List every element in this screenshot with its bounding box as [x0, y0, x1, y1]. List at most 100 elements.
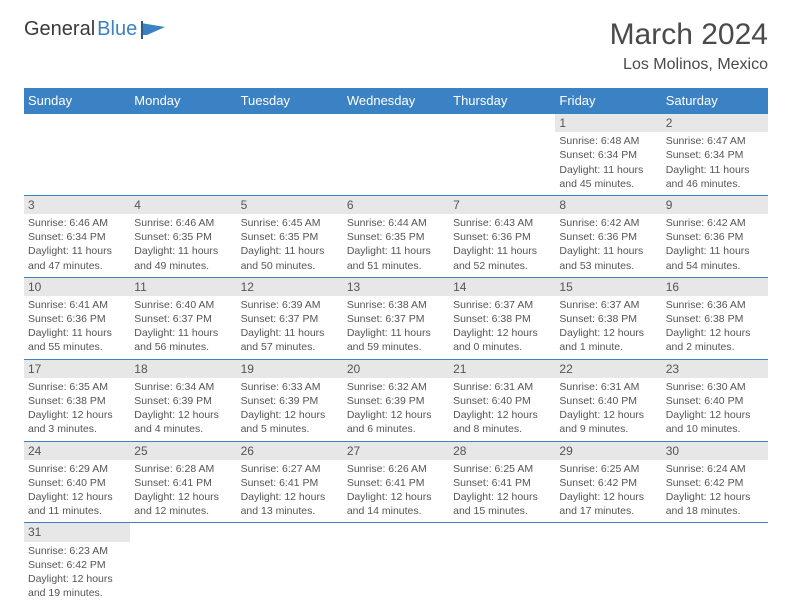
day-info-line: and 12 minutes. — [134, 504, 232, 518]
day-info-line: Sunset: 6:38 PM — [28, 394, 126, 408]
calendar-cell: 25Sunrise: 6:28 AMSunset: 6:41 PMDayligh… — [130, 441, 236, 523]
day-info-line: and 45 minutes. — [559, 177, 657, 191]
day-info-line: Sunrise: 6:30 AM — [666, 380, 764, 394]
logo-flag-icon — [141, 21, 167, 39]
day-info-line: Sunrise: 6:33 AM — [241, 380, 339, 394]
day-info-line: Sunrise: 6:40 AM — [134, 298, 232, 312]
day-info-line: and 14 minutes. — [347, 504, 445, 518]
day-info-line: Daylight: 11 hours — [559, 244, 657, 258]
day-info-line: Sunset: 6:39 PM — [347, 394, 445, 408]
day-info-line: Sunset: 6:35 PM — [241, 230, 339, 244]
day-info-line: Sunset: 6:36 PM — [559, 230, 657, 244]
day-info-line: Daylight: 11 hours — [347, 326, 445, 340]
day-number: 24 — [24, 442, 130, 460]
calendar-cell: 19Sunrise: 6:33 AMSunset: 6:39 PMDayligh… — [237, 359, 343, 441]
day-info-line: Sunrise: 6:29 AM — [28, 462, 126, 476]
calendar-cell: 21Sunrise: 6:31 AMSunset: 6:40 PMDayligh… — [449, 359, 555, 441]
day-info-line: and 1 minute. — [559, 340, 657, 354]
day-info-line: Sunset: 6:34 PM — [28, 230, 126, 244]
day-number: 21 — [449, 360, 555, 378]
calendar-cell: 28Sunrise: 6:25 AMSunset: 6:41 PMDayligh… — [449, 441, 555, 523]
weekday-header: Monday — [130, 88, 236, 114]
day-info-line: Sunrise: 6:45 AM — [241, 216, 339, 230]
day-number: 16 — [662, 278, 768, 296]
day-info-line: Daylight: 12 hours — [559, 326, 657, 340]
calendar-cell — [343, 523, 449, 604]
day-info-line: Daylight: 11 hours — [241, 244, 339, 258]
calendar-cell — [343, 114, 449, 196]
day-info-line: Sunset: 6:38 PM — [453, 312, 551, 326]
day-info-line: Sunrise: 6:25 AM — [559, 462, 657, 476]
calendar-cell — [237, 114, 343, 196]
calendar-cell: 27Sunrise: 6:26 AMSunset: 6:41 PMDayligh… — [343, 441, 449, 523]
day-info-line: Sunrise: 6:27 AM — [241, 462, 339, 476]
day-info-line: Sunrise: 6:46 AM — [28, 216, 126, 230]
day-number: 30 — [662, 442, 768, 460]
calendar-cell — [449, 114, 555, 196]
day-info-line: Sunset: 6:34 PM — [666, 148, 764, 162]
header: GeneralBlue March 2024 Los Molinos, Mexi… — [24, 18, 768, 74]
day-info-line: Sunset: 6:38 PM — [559, 312, 657, 326]
day-number: 5 — [237, 196, 343, 214]
day-info-line: Daylight: 12 hours — [666, 408, 764, 422]
day-number: 11 — [130, 278, 236, 296]
calendar-row: 17Sunrise: 6:35 AMSunset: 6:38 PMDayligh… — [24, 359, 768, 441]
calendar-cell — [662, 523, 768, 604]
calendar-cell: 6Sunrise: 6:44 AMSunset: 6:35 PMDaylight… — [343, 195, 449, 277]
day-info-line: Sunset: 6:37 PM — [241, 312, 339, 326]
calendar-cell: 2Sunrise: 6:47 AMSunset: 6:34 PMDaylight… — [662, 114, 768, 196]
calendar-cell: 17Sunrise: 6:35 AMSunset: 6:38 PMDayligh… — [24, 359, 130, 441]
day-info-line: and 15 minutes. — [453, 504, 551, 518]
calendar-row: 3Sunrise: 6:46 AMSunset: 6:34 PMDaylight… — [24, 195, 768, 277]
day-info-line: Daylight: 12 hours — [347, 490, 445, 504]
day-info-line: Sunset: 6:41 PM — [134, 476, 232, 490]
day-number: 29 — [555, 442, 661, 460]
day-info-line: Daylight: 11 hours — [241, 326, 339, 340]
weekday-header: Tuesday — [237, 88, 343, 114]
calendar-cell — [24, 114, 130, 196]
day-info-line: and 4 minutes. — [134, 422, 232, 436]
calendar-cell: 1Sunrise: 6:48 AMSunset: 6:34 PMDaylight… — [555, 114, 661, 196]
day-info-line: and 3 minutes. — [28, 422, 126, 436]
calendar-row: 24Sunrise: 6:29 AMSunset: 6:40 PMDayligh… — [24, 441, 768, 523]
day-number: 13 — [343, 278, 449, 296]
day-info-line: Sunrise: 6:32 AM — [347, 380, 445, 394]
day-number: 3 — [24, 196, 130, 214]
day-info-line: Daylight: 12 hours — [28, 572, 126, 586]
day-info-line: Sunset: 6:35 PM — [347, 230, 445, 244]
day-info-line: and 47 minutes. — [28, 259, 126, 273]
day-info-line: Daylight: 12 hours — [453, 490, 551, 504]
calendar-cell: 29Sunrise: 6:25 AMSunset: 6:42 PMDayligh… — [555, 441, 661, 523]
day-info-line: Sunrise: 6:28 AM — [134, 462, 232, 476]
day-info-line: Sunrise: 6:46 AM — [134, 216, 232, 230]
day-info-line: Sunrise: 6:37 AM — [453, 298, 551, 312]
day-number: 26 — [237, 442, 343, 460]
day-info-line: Sunrise: 6:24 AM — [666, 462, 764, 476]
calendar-cell — [555, 523, 661, 604]
day-info-line: Sunrise: 6:44 AM — [347, 216, 445, 230]
day-info-line: Sunrise: 6:41 AM — [28, 298, 126, 312]
day-info-line: Sunrise: 6:35 AM — [28, 380, 126, 394]
day-info-line: and 6 minutes. — [347, 422, 445, 436]
day-number: 19 — [237, 360, 343, 378]
day-info-line: Daylight: 12 hours — [241, 490, 339, 504]
calendar-cell — [237, 523, 343, 604]
calendar-cell: 12Sunrise: 6:39 AMSunset: 6:37 PMDayligh… — [237, 277, 343, 359]
day-info-line: Daylight: 12 hours — [241, 408, 339, 422]
day-number: 22 — [555, 360, 661, 378]
weekday-header: Sunday — [24, 88, 130, 114]
day-info-line: Sunrise: 6:47 AM — [666, 134, 764, 148]
calendar-row: 31Sunrise: 6:23 AMSunset: 6:42 PMDayligh… — [24, 523, 768, 604]
day-number: 12 — [237, 278, 343, 296]
calendar-row: 1Sunrise: 6:48 AMSunset: 6:34 PMDaylight… — [24, 114, 768, 196]
day-info-line: Sunrise: 6:42 AM — [559, 216, 657, 230]
calendar-cell: 22Sunrise: 6:31 AMSunset: 6:40 PMDayligh… — [555, 359, 661, 441]
logo: GeneralBlue — [24, 18, 167, 41]
logo-text-2: Blue — [97, 18, 137, 41]
calendar-cell — [130, 523, 236, 604]
day-info-line: Daylight: 11 hours — [666, 163, 764, 177]
day-info-line: Daylight: 12 hours — [134, 490, 232, 504]
day-info-line: and 57 minutes. — [241, 340, 339, 354]
calendar-body: 1Sunrise: 6:48 AMSunset: 6:34 PMDaylight… — [24, 114, 768, 605]
day-info-line: and 13 minutes. — [241, 504, 339, 518]
